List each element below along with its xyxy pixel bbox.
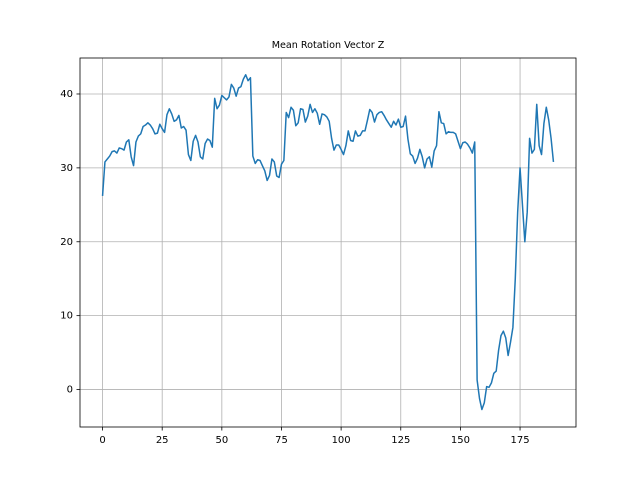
chart-title: Mean Rotation Vector Z — [272, 40, 385, 51]
x-tick-label: 175 — [511, 435, 530, 446]
x-tick-label: 25 — [156, 435, 169, 446]
x-tick-label: 0 — [99, 435, 105, 446]
x-tick-label: 125 — [391, 435, 410, 446]
y-tick-label: 10 — [60, 311, 73, 322]
y-tick-label: 0 — [67, 385, 73, 396]
y-tick-label: 30 — [60, 163, 73, 174]
axes-frame — [79, 57, 577, 428]
x-tick-label: 50 — [215, 435, 228, 446]
y-tick-label: 20 — [60, 237, 73, 248]
plot — [101, 74, 555, 411]
x-tick-label: 150 — [451, 435, 470, 446]
x-tick-label: 100 — [332, 435, 351, 446]
y-tick-label: 40 — [60, 89, 73, 100]
x-tick-label: 75 — [275, 435, 288, 446]
data-line — [101, 74, 555, 411]
grid — [80, 58, 576, 427]
